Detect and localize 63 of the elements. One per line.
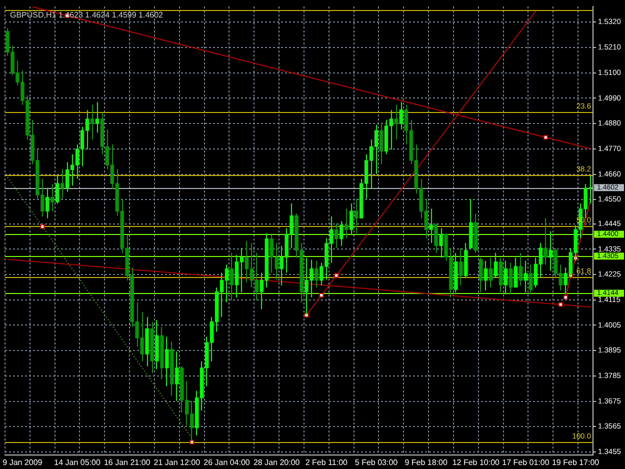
candlestick [60, 168, 64, 200]
candlestick [160, 326, 164, 380]
candlestick [484, 260, 488, 291]
candlestick [489, 257, 493, 288]
candlestick [439, 228, 443, 258]
candlestick [528, 264, 533, 295]
point [558, 302, 563, 307]
candlestick [498, 257, 503, 293]
candlestick [429, 208, 433, 244]
point [563, 295, 568, 300]
candlestick [155, 319, 159, 370]
x-tick-label: 28 Jan 20:00 [253, 458, 300, 468]
candlestick [145, 316, 149, 367]
x-tick-label: 19 Feb 17:00 [552, 458, 600, 468]
x-tick-label: 12 Feb 10:00 [452, 458, 500, 468]
candlestick [95, 102, 100, 134]
point [40, 224, 45, 229]
x-tick-label: 5 Feb 03:00 [354, 458, 398, 468]
candlestick [504, 260, 508, 295]
candlestick [150, 322, 154, 374]
point [334, 273, 339, 278]
x-tick-label: 2 Feb 11:00 [305, 458, 348, 468]
candlestick [379, 122, 384, 165]
candlestick [175, 351, 179, 402]
candlestick [494, 252, 498, 278]
candlestick [340, 220, 344, 246]
candlestick [518, 252, 523, 286]
candlestick [46, 188, 50, 219]
candlestick [55, 175, 60, 204]
candlestick [474, 212, 478, 254]
x-tick-label: 16 Jan 21:00 [104, 458, 151, 468]
candlestick [464, 242, 468, 278]
candlestick [354, 198, 358, 234]
candlestick [459, 248, 463, 286]
candlestick [514, 257, 518, 288]
candlestick [50, 183, 54, 212]
x-tick-label: 26 Jan 04:00 [204, 458, 250, 468]
candlestick [469, 198, 473, 248]
x-tick-label: 9 Jan 2009 [2, 458, 43, 468]
candlestick [90, 104, 94, 140]
candlestick [314, 260, 318, 288]
candlestick [170, 341, 174, 396]
candlestick [344, 208, 348, 239]
x-tick-label: 21 Jan 12:00 [154, 458, 201, 468]
x-tick-label: 14 Jan 05:00 [54, 458, 101, 468]
candlestick [349, 203, 354, 236]
point [319, 293, 324, 298]
candlestick [544, 218, 548, 266]
candlestick [230, 252, 234, 301]
candlestick [524, 260, 528, 293]
candlestick [454, 252, 458, 293]
candlestick [479, 257, 483, 293]
point [190, 440, 194, 444]
x-tick-label: 17 Feb 01:00 [502, 458, 550, 468]
candlestick [399, 102, 403, 130]
candlestick [394, 104, 398, 140]
x-tick-label: 9 Feb 18:00 [404, 458, 448, 468]
candlestick [548, 230, 552, 272]
candlestick [508, 262, 513, 295]
candlestick [434, 222, 438, 254]
candlestick [165, 336, 169, 387]
point [543, 135, 548, 140]
candlestick [334, 222, 338, 249]
